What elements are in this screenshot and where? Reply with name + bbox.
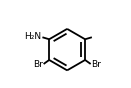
Text: Br: Br <box>33 60 43 69</box>
Text: Br: Br <box>91 60 101 69</box>
Text: H₂N: H₂N <box>24 32 42 41</box>
